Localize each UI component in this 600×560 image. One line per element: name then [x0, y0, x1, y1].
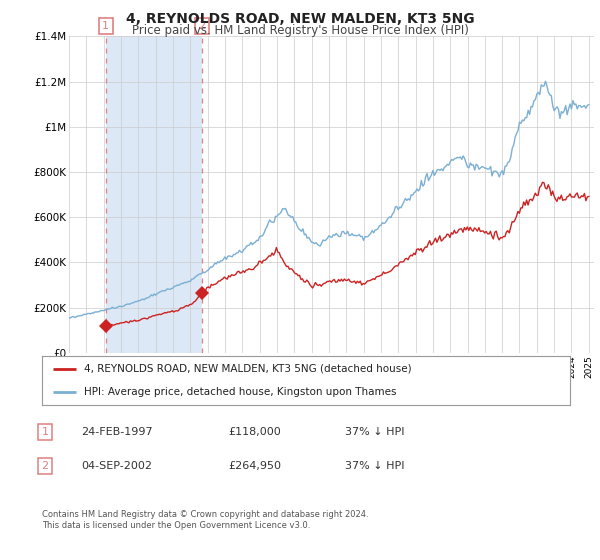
Text: 1: 1	[102, 21, 109, 31]
Text: 4, REYNOLDS ROAD, NEW MALDEN, KT3 5NG: 4, REYNOLDS ROAD, NEW MALDEN, KT3 5NG	[125, 12, 475, 26]
Text: 37% ↓ HPI: 37% ↓ HPI	[345, 461, 404, 471]
Text: £118,000: £118,000	[228, 427, 281, 437]
Bar	[106, 36, 202, 353]
Text: 1: 1	[41, 427, 49, 437]
Text: £264,950: £264,950	[228, 461, 281, 471]
Text: HPI: Average price, detached house, Kingston upon Thames: HPI: Average price, detached house, King…	[84, 386, 397, 396]
Text: 37% ↓ HPI: 37% ↓ HPI	[345, 427, 404, 437]
Text: 2: 2	[199, 21, 205, 31]
Text: Price paid vs. HM Land Registry's House Price Index (HPI): Price paid vs. HM Land Registry's House …	[131, 24, 469, 37]
Text: Contains HM Land Registry data © Crown copyright and database right 2024.
This d: Contains HM Land Registry data © Crown c…	[42, 510, 368, 530]
Text: 04-SEP-2002: 04-SEP-2002	[81, 461, 152, 471]
Text: 2: 2	[41, 461, 49, 471]
Text: 24-FEB-1997: 24-FEB-1997	[81, 427, 152, 437]
Text: 4, REYNOLDS ROAD, NEW MALDEN, KT3 5NG (detached house): 4, REYNOLDS ROAD, NEW MALDEN, KT3 5NG (d…	[84, 364, 412, 374]
